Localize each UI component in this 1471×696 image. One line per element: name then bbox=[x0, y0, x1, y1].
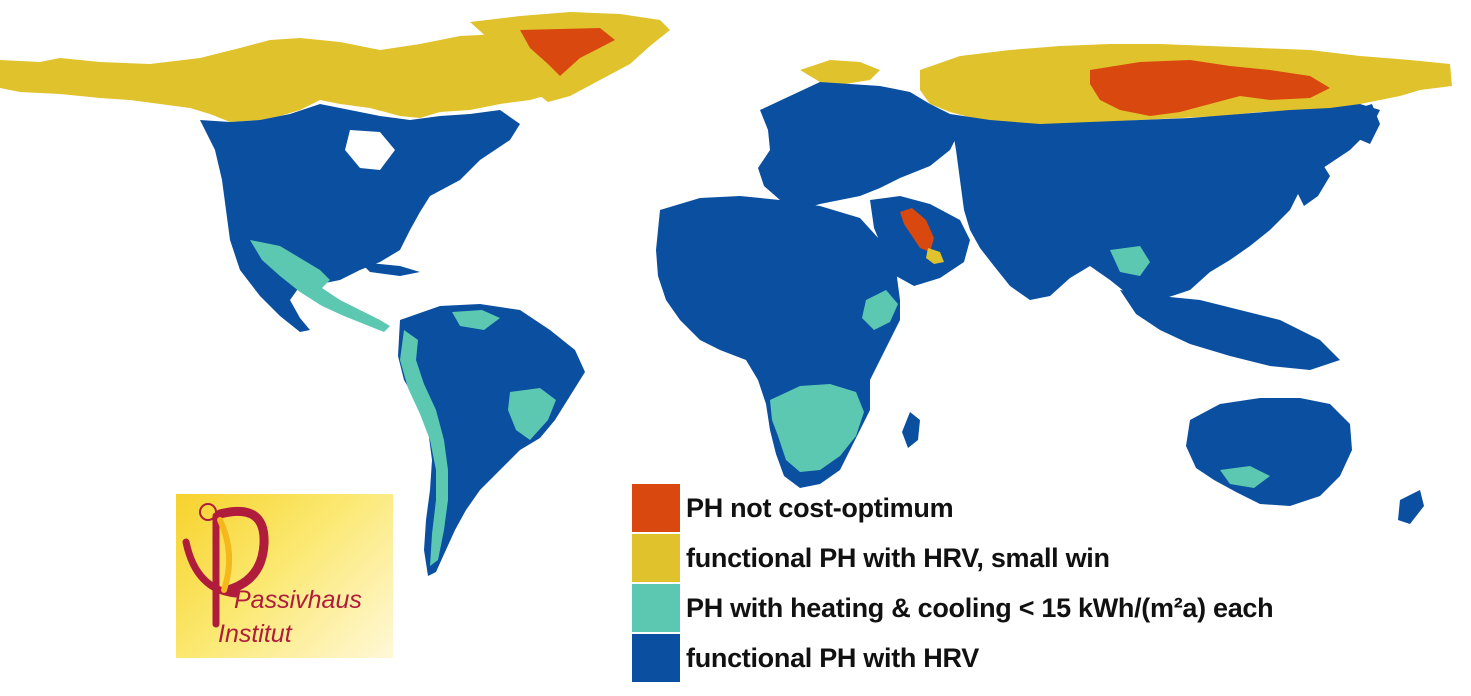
region-madagascar bbox=[902, 412, 920, 448]
region-andes bbox=[400, 330, 448, 566]
legend-swatch-heating-cooling bbox=[632, 584, 680, 632]
logo-text-line-1: Passivhaus bbox=[234, 586, 362, 614]
legend-swatch-hrv bbox=[632, 634, 680, 682]
legend-label-not-cost-optimum: PH not cost-optimum bbox=[686, 492, 954, 523]
legend-swatch-hrv-small-win bbox=[632, 534, 680, 582]
region-south-america bbox=[398, 304, 585, 576]
legend-label-hrv-small-win: functional PH with HRV, small win bbox=[686, 542, 1110, 573]
region-southeast-asia-teal bbox=[1110, 246, 1150, 276]
region-africa bbox=[656, 196, 900, 488]
map-legend: PH not cost-optimum functional PH with H… bbox=[632, 484, 1392, 684]
legend-label-heating-cooling: PH with heating & cooling < 15 kWh/(m²a)… bbox=[686, 592, 1274, 623]
legend-item-heating-cooling: PH with heating & cooling < 15 kWh/(m²a)… bbox=[632, 584, 1274, 632]
region-amazon-north bbox=[452, 310, 500, 330]
legend-label-hrv: functional PH with HRV bbox=[686, 642, 979, 673]
region-east-africa-highlands bbox=[862, 290, 898, 330]
region-persian-gulf-not-optimum bbox=[900, 208, 934, 252]
region-australia-teal bbox=[1220, 466, 1270, 488]
passivhaus-institut-logo: Passivhaus Institut bbox=[176, 494, 393, 658]
region-gulf-yellow bbox=[926, 248, 944, 264]
region-japan bbox=[1296, 160, 1330, 206]
region-southeast-asia bbox=[1120, 290, 1340, 370]
region-hudson-bay bbox=[345, 130, 395, 170]
region-southern-africa bbox=[770, 384, 864, 472]
region-europe bbox=[758, 82, 960, 210]
region-asia bbox=[950, 104, 1380, 300]
region-kamchatka bbox=[1352, 104, 1380, 144]
legend-item-not-cost-optimum: PH not cost-optimum bbox=[632, 484, 954, 532]
legend-item-hrv: functional PH with HRV bbox=[632, 634, 979, 682]
region-brazil-highlands bbox=[508, 388, 556, 440]
region-caribbean bbox=[360, 262, 420, 276]
region-arctic-north-america bbox=[0, 34, 548, 122]
region-greenland-interior bbox=[520, 28, 615, 76]
legend-item-hrv-small-win: functional PH with HRV, small win bbox=[632, 534, 1110, 582]
region-siberia-not-optimum bbox=[1090, 60, 1330, 116]
region-mexico-central-america bbox=[250, 240, 390, 332]
psi-symbol-icon bbox=[182, 503, 269, 628]
region-new-zealand bbox=[1398, 490, 1424, 524]
legend-swatch-not-cost-optimum bbox=[632, 484, 680, 532]
region-scandinavia-north bbox=[800, 60, 880, 84]
logo-text-line-2: Institut bbox=[218, 620, 292, 648]
